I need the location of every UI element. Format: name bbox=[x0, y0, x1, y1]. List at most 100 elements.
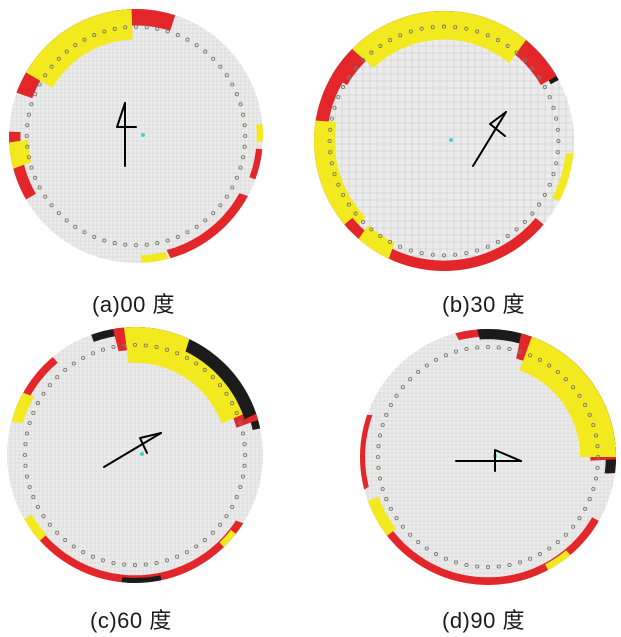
column-dot bbox=[507, 346, 512, 352]
mesh-grid bbox=[9, 9, 263, 263]
column-dot bbox=[475, 564, 480, 569]
column-dot bbox=[111, 344, 116, 350]
column-dot bbox=[184, 355, 189, 360]
column-dot bbox=[100, 347, 106, 352]
column-dot bbox=[419, 26, 424, 31]
column-dot bbox=[202, 538, 207, 543]
column-dot bbox=[464, 562, 469, 568]
column-dot bbox=[41, 514, 46, 519]
column-dot bbox=[154, 560, 159, 566]
column-dot bbox=[329, 116, 334, 121]
column-dot bbox=[165, 29, 170, 34]
column-dot bbox=[453, 349, 459, 354]
column-dot bbox=[583, 506, 588, 511]
plan-diagram-c bbox=[7, 327, 263, 583]
column-dot bbox=[92, 234, 97, 239]
column-dot bbox=[26, 112, 31, 117]
region-red-5 bbox=[166, 193, 250, 260]
column-dot bbox=[537, 552, 542, 557]
column-dot bbox=[495, 38, 500, 43]
column-dot bbox=[241, 155, 246, 160]
column-dot bbox=[591, 422, 596, 428]
column-dot bbox=[203, 218, 208, 223]
column-dot bbox=[71, 361, 76, 366]
column-dot bbox=[218, 64, 223, 69]
column-dot bbox=[571, 524, 576, 529]
column-dot bbox=[31, 495, 36, 500]
column-dot bbox=[424, 546, 429, 551]
column-dot bbox=[144, 242, 149, 247]
column-dot bbox=[369, 227, 374, 232]
column-dot bbox=[133, 243, 139, 248]
column-dot bbox=[595, 444, 600, 449]
column-dot bbox=[485, 244, 490, 249]
column-dot bbox=[514, 227, 519, 232]
caption-c: (c)60 度 bbox=[90, 608, 172, 633]
column-dot bbox=[102, 29, 107, 34]
column-dot bbox=[408, 248, 413, 253]
column-dot bbox=[211, 56, 216, 61]
column-dot bbox=[35, 401, 40, 406]
column-dot bbox=[375, 454, 380, 460]
column-dot bbox=[514, 50, 519, 55]
column-dot bbox=[577, 393, 582, 398]
column-dot bbox=[31, 410, 36, 415]
column-dot bbox=[495, 239, 500, 244]
column-dot bbox=[26, 155, 31, 160]
column-dot bbox=[111, 560, 116, 566]
column-dot bbox=[505, 234, 510, 239]
column-dot bbox=[133, 24, 139, 29]
column-dot bbox=[175, 554, 180, 559]
column-dot bbox=[528, 556, 533, 561]
column-dot bbox=[505, 43, 510, 48]
wind-direction-arrow bbox=[116, 102, 137, 167]
column-dot bbox=[194, 361, 199, 366]
region-yellow-7 bbox=[551, 152, 574, 201]
plan-disc bbox=[314, 11, 574, 271]
column-dot bbox=[332, 172, 337, 177]
column-dot bbox=[230, 82, 235, 87]
column-dot bbox=[33, 92, 38, 97]
column-dot bbox=[243, 452, 248, 458]
column-dot bbox=[416, 369, 421, 374]
column-ring bbox=[375, 344, 601, 570]
column-dot bbox=[384, 412, 389, 417]
column-dot bbox=[238, 102, 243, 107]
column-dot bbox=[408, 532, 413, 537]
column-ring bbox=[24, 24, 248, 248]
column-dot bbox=[185, 230, 190, 235]
column-dot bbox=[64, 218, 69, 223]
column-dot bbox=[555, 127, 560, 132]
column-dot bbox=[175, 33, 180, 38]
column-dot bbox=[361, 58, 366, 63]
column-dot bbox=[56, 211, 61, 216]
column-dot bbox=[380, 422, 385, 428]
column-dot bbox=[224, 514, 229, 519]
column-dot bbox=[475, 345, 480, 350]
column-dot bbox=[155, 26, 160, 31]
wind-direction-arrow bbox=[455, 449, 522, 472]
column-dot bbox=[346, 75, 351, 80]
column-dot bbox=[378, 43, 383, 48]
column-dot bbox=[218, 522, 223, 527]
column-dot bbox=[56, 56, 61, 61]
column-dot bbox=[555, 540, 560, 545]
column-dot bbox=[22, 452, 27, 458]
column-dot bbox=[400, 524, 405, 529]
column-dot bbox=[123, 25, 128, 30]
column-dot bbox=[571, 385, 576, 390]
column-dot bbox=[73, 43, 78, 48]
plan-diagram-b bbox=[314, 11, 574, 271]
column-dot bbox=[551, 172, 556, 177]
column-dot bbox=[542, 85, 547, 90]
center-marker bbox=[140, 452, 144, 456]
column-dot bbox=[517, 560, 523, 565]
column-dot bbox=[23, 463, 28, 468]
column-dot bbox=[434, 552, 439, 557]
column-dot bbox=[587, 412, 592, 417]
column-dot bbox=[563, 532, 568, 537]
column-dot bbox=[202, 367, 207, 372]
region-yellow-8 bbox=[256, 122, 263, 143]
column-dot bbox=[230, 185, 235, 190]
column-dot bbox=[41, 391, 46, 396]
